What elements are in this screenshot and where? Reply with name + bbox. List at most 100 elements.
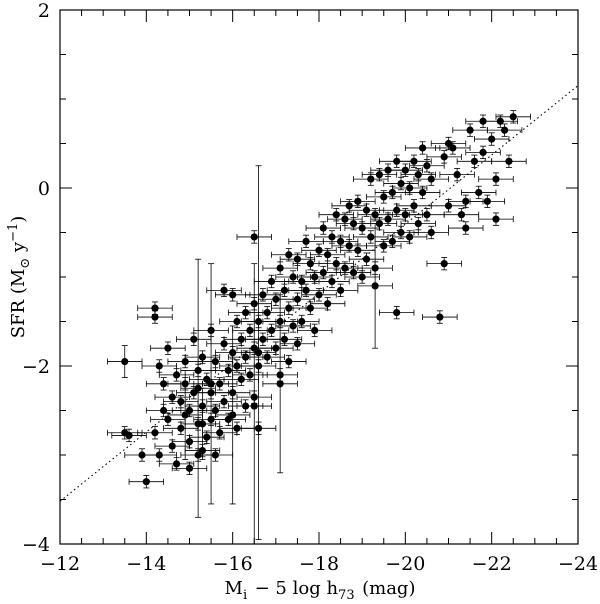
data-point (461, 185, 497, 200)
data-point (158, 457, 195, 471)
point-marker (289, 273, 297, 281)
data-point (422, 310, 458, 324)
data-point (193, 263, 229, 505)
point-marker (293, 295, 302, 303)
data-point (305, 265, 341, 280)
point-marker (332, 260, 340, 268)
data-point (154, 390, 190, 404)
point-marker (194, 384, 202, 392)
point-marker (393, 206, 401, 214)
data-point (271, 248, 307, 262)
y-tick-label: 0 (38, 178, 50, 200)
data-point (128, 475, 165, 489)
point-marker (185, 406, 194, 415)
data-point (249, 305, 285, 320)
x-tick-label: −22 (472, 553, 512, 575)
point-marker (397, 228, 405, 237)
point-marker (289, 322, 297, 330)
x-axis-label: Mi − 5 log h73 (mag) (225, 578, 416, 603)
point-marker (211, 357, 219, 366)
point-marker (211, 406, 219, 415)
data-point (482, 114, 518, 128)
point-marker (479, 148, 487, 156)
point-marker (358, 273, 366, 281)
point-marker (155, 451, 163, 459)
point-marker (263, 353, 271, 361)
data-point (335, 265, 372, 280)
data-point (141, 359, 177, 373)
point-marker (267, 326, 276, 334)
point-marker (298, 277, 306, 286)
point-marker (406, 233, 414, 241)
point-marker (362, 206, 371, 214)
point-marker (181, 357, 189, 366)
point-marker (203, 433, 211, 441)
data-point (344, 270, 380, 284)
point-marker (401, 211, 409, 219)
point-marker (462, 224, 470, 232)
data-point (413, 225, 449, 240)
data-point (137, 310, 173, 324)
point-marker (324, 251, 332, 259)
point-marker (229, 291, 237, 299)
point-marker (315, 246, 323, 254)
data-point (111, 428, 147, 443)
data-point (404, 141, 441, 155)
point-marker (306, 260, 314, 268)
point-marker (354, 197, 362, 205)
point-marker (190, 335, 198, 343)
point-marker (246, 371, 254, 379)
data-point (240, 165, 277, 540)
data-point (107, 345, 143, 378)
point-marker (302, 286, 310, 294)
point-marker (349, 220, 358, 228)
point-marker (306, 304, 314, 312)
data-point (284, 274, 320, 289)
point-marker (181, 411, 189, 419)
data-point (167, 370, 203, 460)
data-point (357, 208, 393, 222)
point-marker (242, 353, 250, 361)
point-marker (380, 242, 388, 250)
data-point (137, 426, 173, 440)
point-marker (220, 340, 228, 348)
point-marker (267, 277, 276, 286)
data-point (465, 145, 501, 160)
data-point (391, 230, 428, 244)
point-marker (462, 197, 470, 205)
point-marker (142, 478, 150, 486)
point-marker (160, 380, 168, 388)
data-point (262, 261, 298, 275)
point-marker (285, 357, 293, 366)
data-point (214, 325, 251, 505)
data-point (206, 394, 242, 409)
point-marker (483, 197, 491, 205)
point-marker (172, 371, 181, 379)
point-marker (177, 424, 185, 432)
data-point (292, 301, 329, 315)
data-point (163, 394, 199, 409)
point-marker (375, 220, 384, 228)
point-marker (470, 157, 478, 165)
x-tick-label: −18 (299, 553, 339, 575)
data-point (478, 172, 514, 186)
point-marker (358, 224, 366, 232)
point-marker (151, 313, 159, 321)
point-marker (259, 335, 267, 343)
point-marker (160, 406, 168, 415)
point-marker (380, 193, 388, 201)
point-marker (349, 268, 358, 277)
point-marker (285, 251, 293, 259)
data-point (150, 341, 186, 355)
x-tick-label: −14 (126, 553, 166, 575)
point-marker (263, 309, 271, 317)
point-marker (185, 438, 194, 446)
point-marker (276, 264, 284, 272)
point-marker (440, 260, 448, 268)
point-marker (250, 233, 258, 241)
data-point (379, 305, 415, 320)
data-point (297, 323, 333, 338)
point-marker (419, 144, 427, 152)
point-marker (388, 188, 396, 197)
point-marker (410, 157, 418, 165)
